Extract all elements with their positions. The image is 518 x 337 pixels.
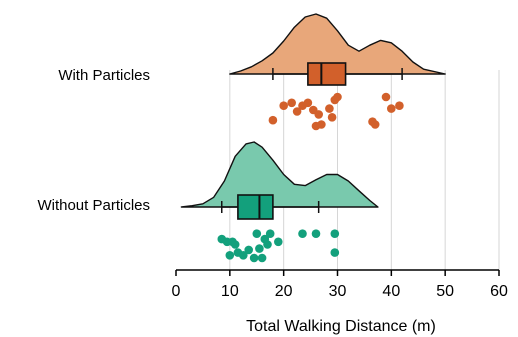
data-point	[255, 244, 264, 253]
x-tick-label-20: 20	[275, 283, 293, 300]
x-tick-label-30: 30	[329, 283, 347, 300]
data-point	[239, 251, 248, 260]
iqr-box	[237, 194, 274, 220]
data-point	[225, 251, 235, 260]
x-tick-label-0: 0	[172, 283, 181, 300]
data-point	[311, 229, 321, 238]
density-cloud	[229, 13, 446, 75]
x-tick-label-50: 50	[436, 283, 454, 300]
data-point	[330, 248, 340, 257]
data-point	[252, 229, 262, 238]
x-tick-label-10: 10	[221, 283, 239, 300]
data-point	[325, 104, 334, 113]
plot-area	[180, 13, 446, 263]
data-point	[333, 92, 342, 102]
data-point	[298, 229, 307, 238]
data-point	[257, 253, 267, 263]
x-ticks: 0 10 20 30 40 50 60	[172, 270, 508, 300]
group-label-with-particles: With Particles	[58, 67, 150, 84]
data-point	[303, 98, 313, 108]
x-axis-title: Total Walking Distance (m)	[246, 318, 436, 335]
data-point	[370, 120, 380, 129]
data-point	[314, 110, 324, 119]
x-tick-label-40: 40	[382, 283, 400, 300]
data-point	[327, 113, 337, 122]
data-point	[274, 237, 283, 247]
data-point	[230, 240, 240, 249]
data-point	[387, 104, 396, 113]
iqr-box	[307, 62, 347, 86]
data-point	[292, 107, 302, 116]
data-point	[381, 92, 391, 102]
group-label-without-particles: Without Particles	[37, 197, 150, 214]
data-point	[330, 229, 340, 238]
density-cloud	[180, 141, 379, 208]
data-point	[263, 240, 272, 249]
data-point	[265, 229, 275, 238]
data-point	[317, 120, 326, 129]
group-labels: With Particles Without Particles	[37, 67, 150, 214]
group-without-particles	[180, 141, 379, 263]
data-point	[287, 98, 297, 108]
data-point	[249, 253, 259, 263]
x-tick-label-60: 60	[490, 283, 508, 300]
data-point	[244, 245, 253, 255]
group-with-particles	[229, 13, 446, 131]
data-point	[279, 101, 289, 110]
data-point	[395, 101, 404, 110]
data-point	[268, 115, 278, 125]
